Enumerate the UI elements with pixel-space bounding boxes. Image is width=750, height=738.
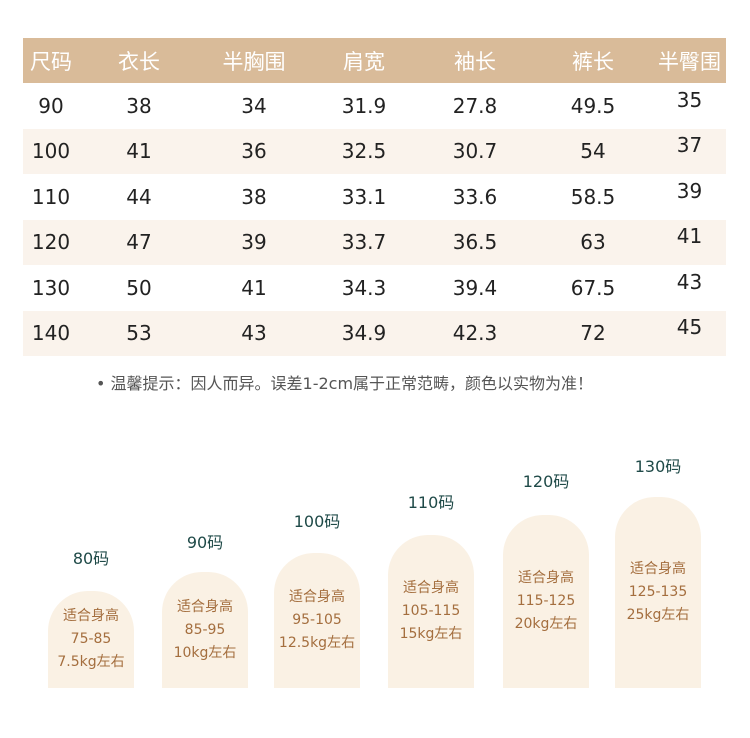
size-card-body: 适合身高 125-135 25kg左右 bbox=[615, 497, 701, 688]
size-card-label: 80码 bbox=[72, 549, 110, 568]
size-card-80: 80码 适合身高 75-85 7.5kg左右 bbox=[48, 545, 134, 688]
table-cell: 53 bbox=[126, 321, 152, 346]
table-row: 130 50 41 34.3 39.4 67.5 43 bbox=[23, 265, 726, 311]
size-card-label: 120码 bbox=[522, 472, 570, 491]
table-cell: 130 bbox=[31, 275, 71, 300]
table-cell: 43 bbox=[676, 269, 703, 294]
table-header-row: 尺码 衣长 半胸围 肩宽 袖长 裤长 半臀围 bbox=[23, 38, 726, 83]
table-cell: 54 bbox=[580, 139, 606, 164]
table-cell: 32.5 bbox=[341, 139, 387, 164]
table-cell: 140 bbox=[31, 321, 71, 346]
table-cell: 72 bbox=[580, 321, 606, 346]
table-cell: 100 bbox=[31, 139, 71, 164]
size-note: • 温馨提示：因人而异。误差1-2cm属于正常范畴，颜色以实物为准！ bbox=[96, 374, 594, 393]
table-cell: 58.5 bbox=[570, 184, 616, 209]
size-card-weight: 15kg左右 bbox=[399, 626, 463, 642]
table-row: 140 53 43 34.9 42.3 72 45 bbox=[23, 310, 726, 356]
table-cell: 36.5 bbox=[452, 230, 498, 255]
table-cell: 41 bbox=[241, 275, 267, 300]
table-cell: 90 bbox=[38, 93, 64, 118]
header-cell-sleeve: 袖长 bbox=[454, 49, 496, 74]
table-cell: 45 bbox=[676, 315, 703, 340]
table-row: 120 47 39 33.7 36.5 63 41 bbox=[23, 219, 726, 265]
table-row: 90 38 34 31.9 27.8 49.5 35 bbox=[23, 83, 726, 129]
size-card-120: 120码 适合身高 115-125 20kg左右 bbox=[503, 468, 589, 688]
table-cell: 38 bbox=[241, 184, 267, 209]
size-card-height: 105-115 bbox=[401, 603, 461, 619]
table-cell: 34.3 bbox=[341, 275, 387, 300]
table-cell: 36 bbox=[241, 139, 267, 164]
table-cell: 34.9 bbox=[341, 321, 387, 346]
table-cell: 47 bbox=[126, 230, 152, 255]
size-card-label: 90码 bbox=[186, 533, 224, 552]
size-card-90: 90码 适合身高 85-95 10kg左右 bbox=[162, 529, 248, 688]
size-card-height: 85-95 bbox=[184, 621, 226, 638]
size-card-height: 125-135 bbox=[628, 584, 688, 600]
size-card-weight: 20kg左右 bbox=[514, 616, 578, 632]
size-card-body: 适合身高 115-125 20kg左右 bbox=[503, 515, 589, 688]
table-cell: 38 bbox=[126, 93, 152, 118]
size-card-100: 100码 适合身高 95-105 12.5kg左右 bbox=[274, 508, 360, 688]
table-cell: 110 bbox=[31, 184, 71, 209]
size-card-label: 110码 bbox=[407, 493, 455, 512]
table-cell: 41 bbox=[126, 139, 152, 164]
size-card-body: 适合身高 105-115 15kg左右 bbox=[388, 535, 474, 688]
size-card-weight: 10kg左右 bbox=[173, 644, 237, 661]
header-cell-pants-length: 裤长 bbox=[572, 49, 614, 74]
header-cell-half-chest: 半胸围 bbox=[222, 49, 286, 74]
size-card-fit: 适合身高 bbox=[518, 570, 574, 586]
table-cell: 41 bbox=[676, 224, 703, 249]
table-cell: 42.3 bbox=[452, 321, 498, 346]
table-cell: 27.8 bbox=[452, 93, 498, 118]
size-card-label: 100码 bbox=[293, 512, 341, 531]
size-card-body: 适合身高 95-105 12.5kg左右 bbox=[274, 553, 360, 688]
size-card-fit: 适合身高 bbox=[63, 608, 119, 624]
size-card-weight: 12.5kg左右 bbox=[278, 635, 356, 651]
table-cell: 120 bbox=[31, 230, 71, 255]
size-card-fit: 适合身高 bbox=[630, 561, 686, 577]
table-cell: 35 bbox=[676, 87, 703, 112]
size-card-fit: 适合身高 bbox=[289, 589, 345, 605]
table-cell: 49.5 bbox=[570, 93, 616, 118]
size-card-body: 适合身高 85-95 10kg左右 bbox=[162, 572, 248, 688]
size-card-label: 130码 bbox=[634, 457, 682, 476]
size-card-110: 110码 适合身高 105-115 15kg左右 bbox=[388, 489, 474, 688]
table-cell: 39.4 bbox=[452, 275, 498, 300]
table-cell: 33.7 bbox=[341, 230, 387, 255]
header-cell-shoulder: 肩宽 bbox=[343, 49, 385, 74]
table-cell: 34 bbox=[241, 93, 267, 118]
size-card-height: 115-125 bbox=[516, 593, 576, 609]
table-cell: 30.7 bbox=[452, 139, 498, 164]
size-card-body: 适合身高 75-85 7.5kg左右 bbox=[48, 591, 134, 688]
table-cell: 67.5 bbox=[570, 275, 616, 300]
size-card-height: 95-105 bbox=[292, 612, 342, 628]
table-cell: 33.6 bbox=[452, 184, 498, 209]
table-cell: 39 bbox=[676, 178, 703, 203]
table-cell: 50 bbox=[126, 275, 152, 300]
size-card-130: 130码 适合身高 125-135 25kg左右 bbox=[615, 453, 701, 688]
table-cell: 44 bbox=[126, 184, 152, 209]
size-card-height: 75-85 bbox=[70, 631, 112, 647]
size-card-weight: 7.5kg左右 bbox=[57, 654, 125, 670]
table-cell: 33.1 bbox=[341, 184, 387, 209]
table-cell: 37 bbox=[676, 133, 703, 158]
header-cell-size: 尺码 bbox=[30, 49, 72, 74]
header-cell-half-hip: 半臀围 bbox=[658, 49, 721, 74]
table-cell: 39 bbox=[241, 230, 267, 255]
size-card-fit: 适合身高 bbox=[403, 580, 459, 596]
table-row: 110 44 38 33.1 33.6 58.5 39 bbox=[23, 174, 726, 220]
size-table: 尺码 衣长 半胸围 肩宽 袖长 裤长 半臀围 90 38 34 31.9 27.… bbox=[23, 38, 726, 356]
table-row: 100 41 36 32.5 30.7 54 37 bbox=[23, 128, 726, 174]
header-cell-length: 衣长 bbox=[118, 49, 160, 74]
size-card-weight: 25kg左右 bbox=[626, 607, 690, 623]
table-cell: 31.9 bbox=[341, 93, 387, 118]
table-cell: 43 bbox=[241, 321, 267, 346]
size-card-fit: 适合身高 bbox=[177, 598, 233, 615]
table-cell: 63 bbox=[580, 230, 606, 255]
